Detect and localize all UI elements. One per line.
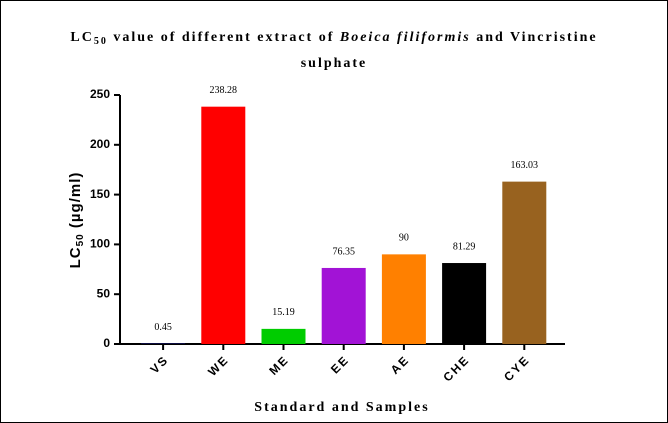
title-part: Boeica filiformis <box>339 30 471 45</box>
y-label-part: 50 <box>75 233 86 246</box>
title-part: value of different extract of <box>108 30 340 45</box>
value-label: 163.03 <box>511 160 539 171</box>
y-label-part: (µg/ml) <box>67 172 84 234</box>
x-axis-label: Standard and Samples <box>254 400 429 415</box>
value-label: 76.35 <box>332 246 355 257</box>
y-tick-label: 100 <box>90 237 110 251</box>
title-part: and Vincristine <box>471 30 598 45</box>
chart-title-line2: sulphate <box>301 56 368 71</box>
value-label: 238.28 <box>210 85 238 96</box>
bar <box>321 267 366 344</box>
chart-title: LC50 value of different extract of Boeic… <box>70 30 597 47</box>
value-label: 81.29 <box>453 241 476 252</box>
bar <box>502 181 547 344</box>
y-label-part: LC <box>67 246 84 268</box>
title-part: LC <box>70 30 93 45</box>
value-label: 15.19 <box>272 307 295 318</box>
value-label: 90 <box>399 233 409 244</box>
bar <box>201 106 246 344</box>
bar <box>261 328 306 344</box>
bar <box>442 263 487 344</box>
y-tick-label: 150 <box>90 187 110 201</box>
bar <box>381 254 426 344</box>
title-part: 50 <box>94 36 108 47</box>
y-tick-label: 50 <box>97 286 111 300</box>
y-tick-label: 200 <box>90 137 110 151</box>
y-tick-label: 250 <box>90 87 110 101</box>
y-axis-label: LC50 (µg/ml) <box>67 172 86 269</box>
value-label: 0.45 <box>154 322 172 333</box>
y-tick-label: 0 <box>103 336 110 350</box>
